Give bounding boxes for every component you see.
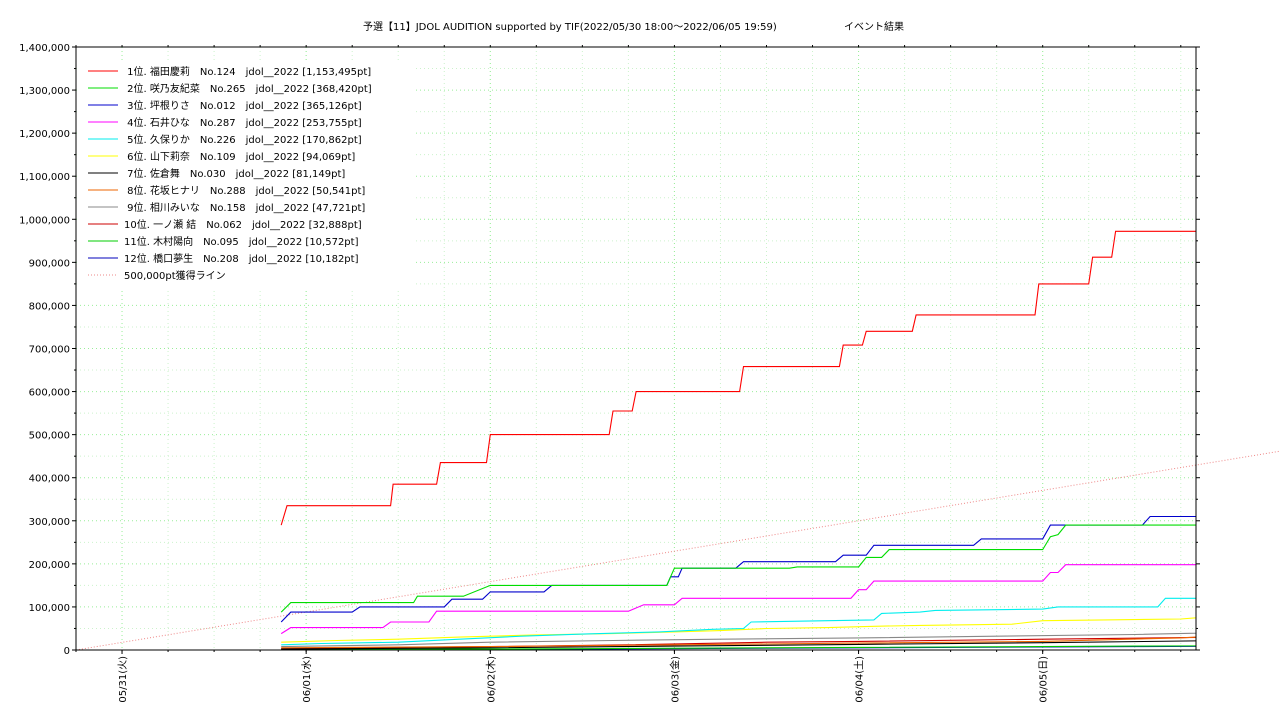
series-line-1 [280,230,1196,526]
y-axis: 0 100,000 200,000 300,000 400,000 500,000 600,… [19,43,1200,657]
x-tick-label: 06/05(日) [1039,656,1050,703]
y-tick-label: 200,000 [29,560,70,571]
y-tick-label: 0 [64,646,70,657]
legend: 1位. 福田慶莉 No.124 jdol__2022 [1,153,495pt]… [80,60,416,288]
y-tick-label: 700,000 [29,345,70,356]
y-tick-label: 1,200,000 [19,129,70,140]
series-line-6 [281,617,1196,643]
series-line-7 [281,640,1196,650]
y-tick-label: 1,300,000 [19,86,70,97]
legend-label: 8位. 花坂ヒナリ No.288 jdol__2022 [50,541pt] [124,184,365,197]
legend-label: 12位. 橋口夢生 No.208 jdol__2022 [10,182pt] [124,252,359,265]
y-tick-label: 100,000 [29,603,70,614]
x-tick-label: 05/31(火) [117,656,129,703]
series-line-3 [280,515,1196,623]
y-tick-label: 500,000 [29,431,70,442]
series-line-5 [281,597,1196,646]
series-line-2 [280,524,1196,613]
legend-label: 1位. 福田慶莉 No.124 jdol__2022 [1,153,495pt] [124,65,371,78]
chart-title: 予選【11】JDOL AUDITION supported by TIF(202… [363,20,777,33]
x-axis: 05/31(火) 06/01(水) 06/02(木) 06/03(金) 06/04(土)… [75,45,1182,703]
legend-label: 7位. 佐倉舞 No.030 jdol__2022 [81,149pt] [124,167,345,180]
legend-label: 10位. 一ノ瀬 結 No.062 jdol__2022 [32,888pt] [124,218,362,231]
legend-label: 500,000pt獲得ライン [124,269,226,282]
y-tick-label: 1,100,000 [19,172,70,183]
series-lines [280,230,1196,650]
x-tick-label: 06/04(土) [853,656,866,703]
legend-label: 11位. 木村陽向 No.095 jdol__2022 [10,572pt] [124,235,359,248]
series-line-11 [281,645,1196,650]
legend-label: 5位. 久保りか No.226 jdol__2022 [170,862pt] [124,133,362,146]
legend-label: 9位. 相川みいな No.158 jdol__2022 [47,721pt] [124,201,365,214]
y-tick-label: 400,000 [29,474,70,485]
y-tick-label: 800,000 [29,301,70,312]
y-tick-label: 900,000 [29,258,70,269]
y-tick-label: 300,000 [29,517,70,528]
x-tick-label: 06/03(金) [668,656,681,703]
series-line-9 [281,632,1196,648]
legend-box [80,60,416,288]
legend-label: 6位. 山下莉奈 No.109 jdol__2022 [94,069pt] [124,150,355,163]
reference-line [75,450,1280,651]
y-tick-label: 1,400,000 [19,43,70,54]
series-line-4 [280,564,1196,635]
reference-line-500k [75,450,1280,651]
legend-label: 4位. 石井ひな No.287 jdol__2022 [253,755pt] [124,116,362,129]
x-tick-label: 06/02(木) [485,656,497,703]
legend-label: 2位. 咲乃友紀菜 No.265 jdol__2022 [368,420pt] [124,82,372,95]
legend-label: 3位. 坪根りさ No.012 jdol__2022 [365,126pt] [124,99,362,112]
chart-title-suffix: イベント結果 [844,20,904,33]
y-tick-label: 1,000,000 [19,215,70,226]
x-tick-label: 06/01(水) [301,656,313,703]
y-tick-label: 600,000 [29,388,70,399]
series-line-8 [281,636,1196,649]
